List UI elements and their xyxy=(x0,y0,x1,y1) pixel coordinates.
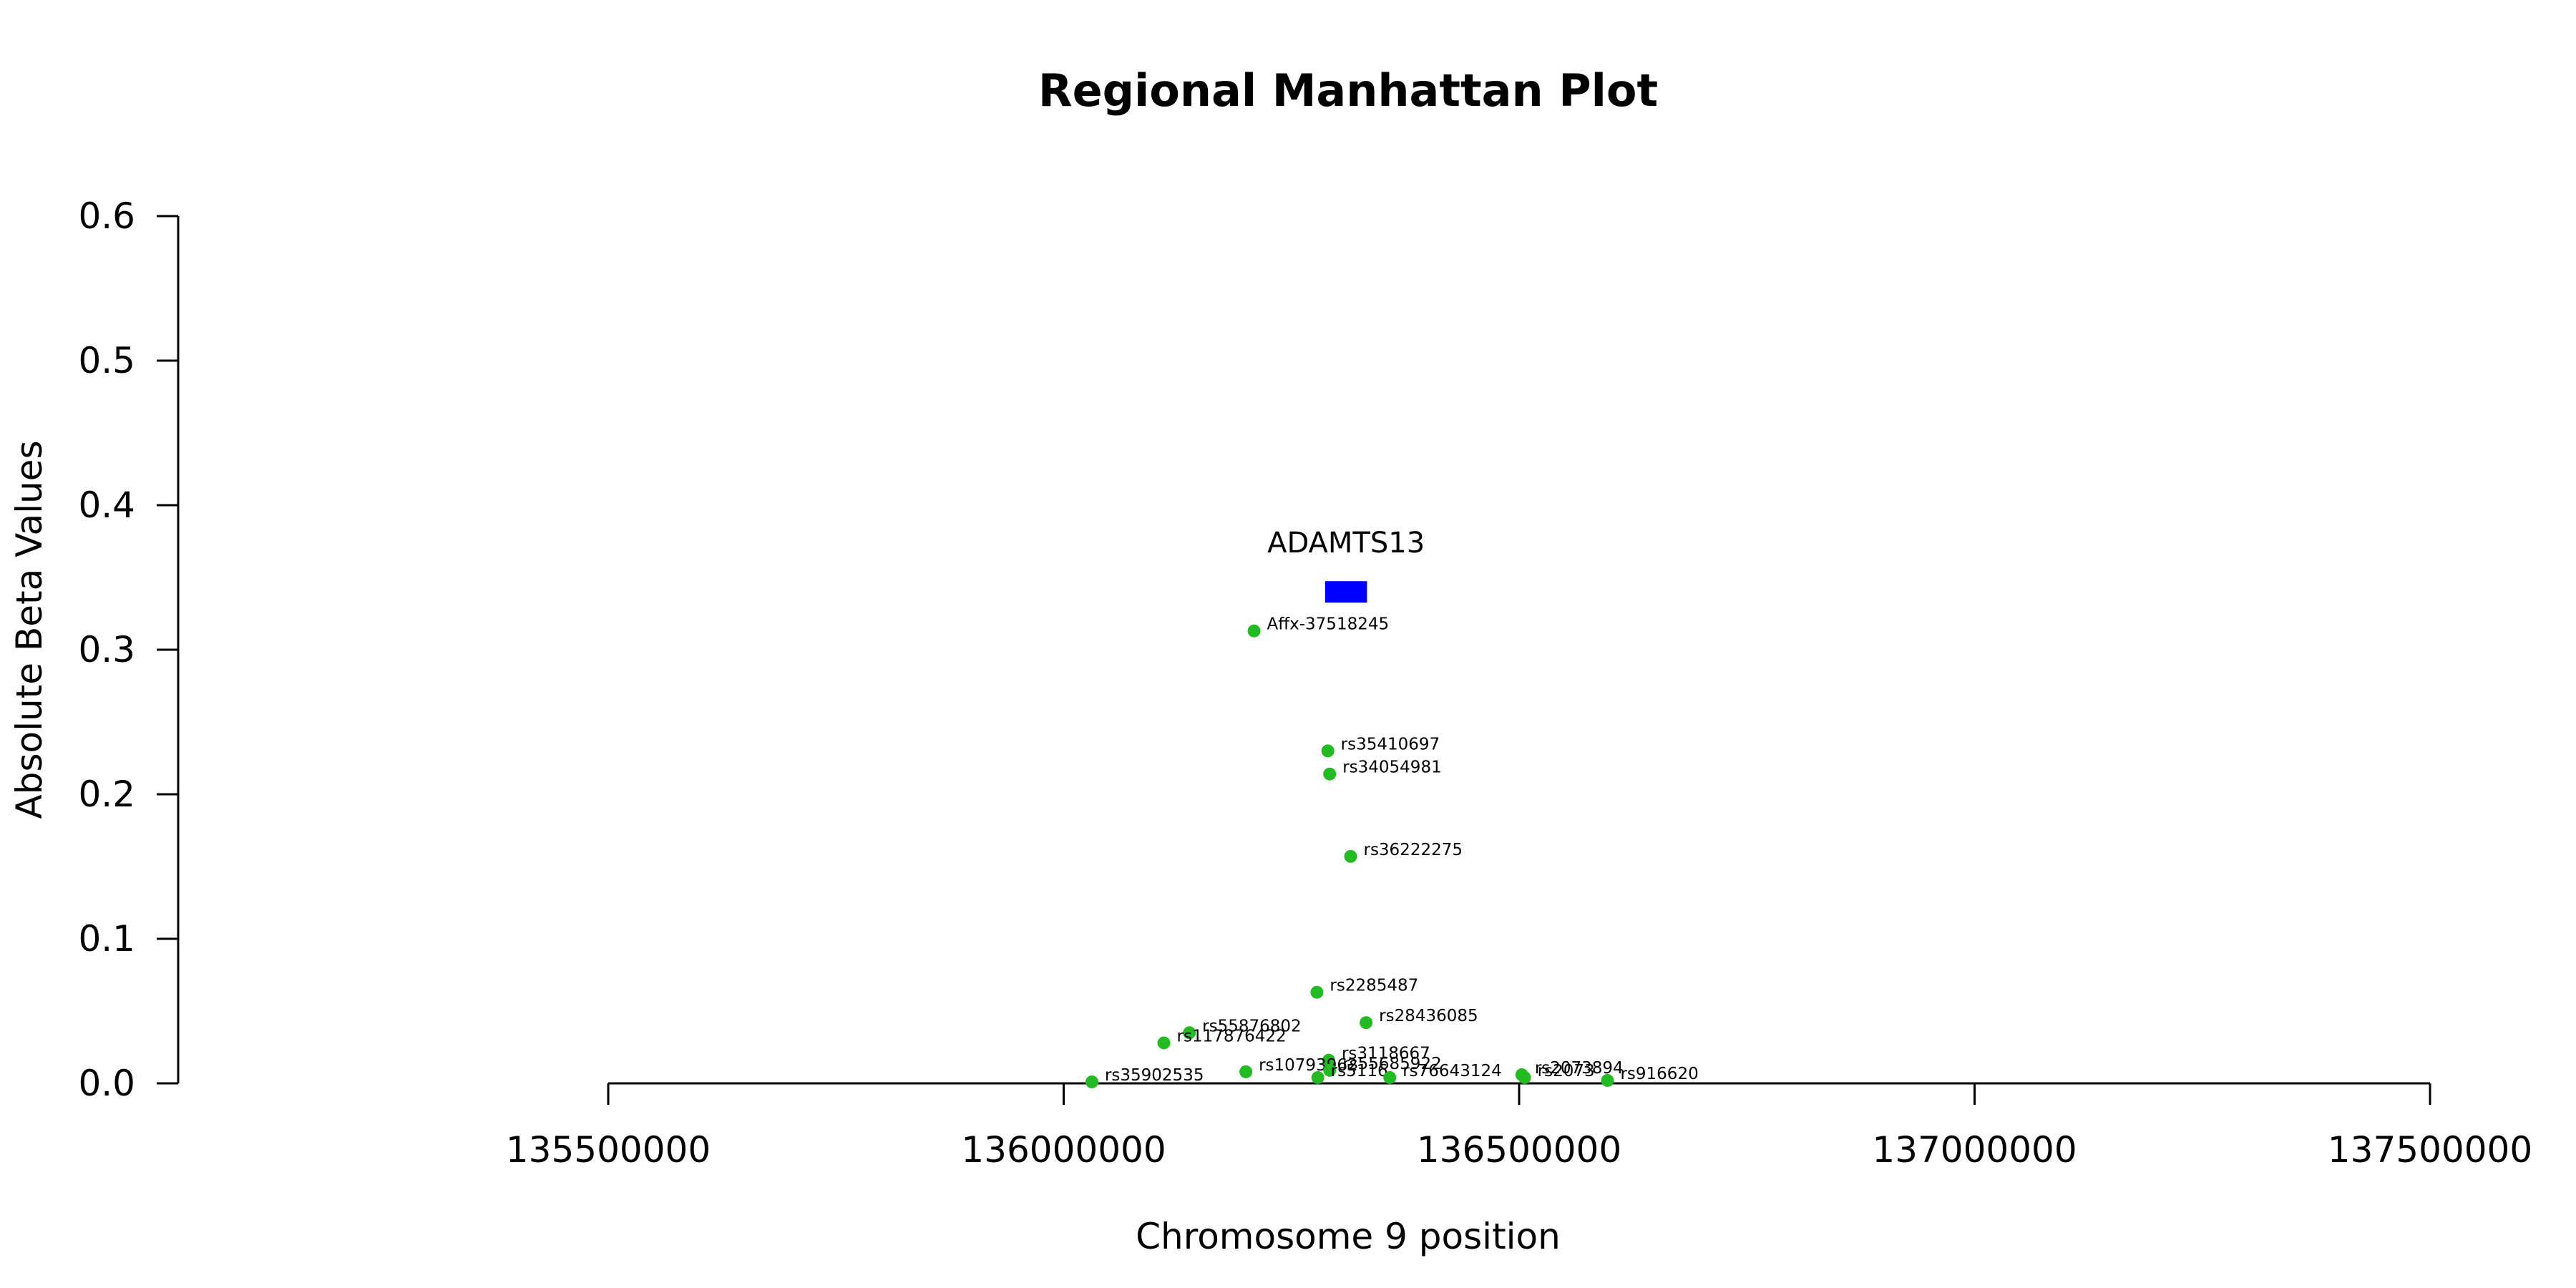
y-tick-label: 0.3 xyxy=(78,629,135,670)
x-tick-label: 135500000 xyxy=(506,1129,711,1171)
snp-label: rs5116 xyxy=(1331,1062,1388,1080)
x-tick-label: 136000000 xyxy=(961,1129,1166,1171)
y-axis: 0.0 0.1 0.2 0.3 0.4 0.5 0.6 xyxy=(78,195,180,1104)
snp-label: rs35410697 xyxy=(1341,735,1440,753)
snp-point xyxy=(1239,1065,1253,1078)
snp-point xyxy=(1518,1070,1531,1084)
y-axis-label: Absolute Beta Values xyxy=(9,441,50,819)
snp-label: rs36222275 xyxy=(1363,841,1463,859)
x-axis: 135500000 136000000 136500000 137000000 1375… xyxy=(506,1082,2532,1171)
y-tick-label: 0.2 xyxy=(78,774,135,815)
snp-point xyxy=(1322,1053,1335,1067)
chart-title: Regional Manhattan Plot xyxy=(1038,64,1658,117)
y-tick-label: 0.0 xyxy=(78,1063,135,1104)
snp-point xyxy=(1323,1063,1337,1077)
snp-point xyxy=(1311,1070,1324,1084)
snp-point xyxy=(1323,767,1337,781)
snp-point xyxy=(1360,1016,1373,1030)
snp-point xyxy=(1601,1073,1614,1087)
gene-label: ADAMTS13 xyxy=(1267,527,1425,560)
points-layer: Affx-37518245 rs35410697 rs34054981 rs36222… xyxy=(1085,615,1699,1088)
snp-label: rs35902535 xyxy=(1105,1066,1204,1085)
y-tick-label: 0.1 xyxy=(78,918,135,960)
x-axis-label: Chromosome 9 position xyxy=(1136,1216,1561,1257)
snp-label: rs55685922 xyxy=(1342,1055,1442,1073)
snp-label: rs76643124 xyxy=(1402,1062,1502,1080)
snp-point xyxy=(1344,849,1357,863)
snp-label: rs10793962 xyxy=(1259,1056,1358,1075)
snp-label: rs28436085 xyxy=(1379,1007,1478,1025)
gene-layer: ADAMTS13 xyxy=(1267,527,1425,603)
snp-point xyxy=(1157,1036,1171,1050)
x-tick-label: 137000000 xyxy=(1872,1129,2077,1171)
snp-label: rs55876802 xyxy=(1202,1017,1302,1035)
snp-point xyxy=(1247,624,1261,638)
snp-label: rs3118667 xyxy=(1342,1045,1430,1063)
y-tick-label: 0.5 xyxy=(78,340,135,381)
snp-label: rs117876422 xyxy=(1177,1027,1287,1045)
snp-label: rs2073 xyxy=(1538,1062,1595,1080)
snp-point xyxy=(1085,1075,1098,1088)
snp-point xyxy=(1383,1070,1397,1084)
snp-point xyxy=(1183,1026,1196,1040)
gene-block xyxy=(1324,581,1367,603)
y-tick-label: 0.6 xyxy=(78,195,135,237)
snp-label: rs2285487 xyxy=(1330,977,1418,995)
x-tick-label: 136500000 xyxy=(1417,1129,1621,1171)
snp-point xyxy=(1321,744,1335,758)
snp-label: rs34054981 xyxy=(1342,758,1442,777)
y-tick-label: 0.4 xyxy=(78,484,135,526)
snp-point xyxy=(1310,985,1324,999)
x-tick-label: 137500000 xyxy=(2328,1129,2532,1171)
snp-label: Affx-37518245 xyxy=(1267,615,1390,634)
snp-label: rs916620 xyxy=(1620,1065,1698,1083)
